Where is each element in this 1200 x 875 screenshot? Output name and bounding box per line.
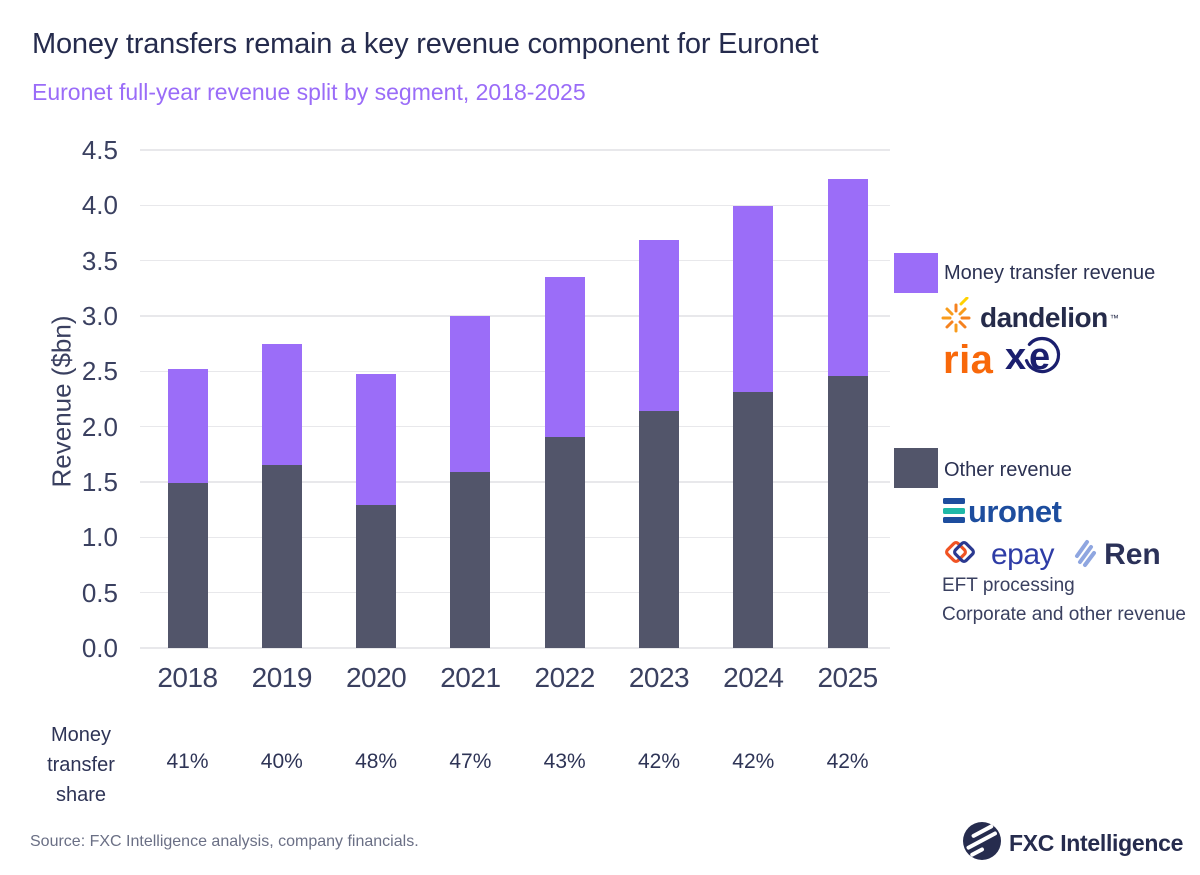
chart-title: Money transfers remain a key revenue com… (32, 28, 819, 60)
xe-circle-swoosh (1025, 336, 1061, 374)
bar-segment-other-2021 (450, 472, 491, 648)
x-tick-label-2020: 2020 (345, 662, 407, 693)
x-tick-label-2018: 2018 (157, 662, 218, 693)
share-value-2025: 42% (826, 750, 869, 773)
x-tick-label-2019: 2019 (251, 662, 313, 693)
xe-logo: x e (1005, 334, 1063, 385)
bar-segment-money-transfer-2022 (544, 277, 585, 437)
y-tick-label: 3.5 (81, 245, 118, 276)
euronet-wordmark: uronet (968, 494, 1062, 529)
share-value-2023: 42% (637, 750, 681, 773)
gridline (140, 481, 890, 483)
y-tick-label: 4.5 (81, 135, 118, 165)
y-tick-label: 2.0 (81, 411, 118, 442)
euronet-logo: uronet (943, 494, 1062, 529)
dandelion-trademark: ™ (1109, 312, 1119, 323)
bar-segment-money-transfer-2024 (733, 206, 774, 393)
share-row-label: Money transfer share (47, 724, 115, 806)
bar-segment-other-2025 (827, 375, 868, 648)
gridline (140, 647, 890, 649)
bar-segment-money-transfer-2018 (167, 369, 208, 484)
legend-label-other: Other revenue (944, 459, 1072, 481)
gridline (140, 425, 890, 428)
share-value-2019: 40% (260, 750, 303, 773)
share-value-2021: 47% (449, 750, 492, 773)
epay-wordmark: epay (991, 537, 1055, 571)
gridline (140, 536, 890, 539)
gridline (140, 149, 890, 151)
x-tick-label-2022: 2022 (534, 662, 596, 693)
share-value-2022: 43% (543, 750, 586, 773)
bar-segment-other-2023 (639, 411, 679, 648)
bar-segment-other-2024 (733, 392, 774, 648)
fxc-globe-icon (963, 822, 1001, 865)
bar-segment-money-transfer-2025 (827, 178, 868, 376)
share-value-2024: 42% (732, 750, 775, 773)
bar-segment-money-transfer-2021 (450, 316, 491, 473)
epay-ren-logos: epay Ren (941, 534, 1161, 575)
legend-swatch-money-transfer (894, 253, 938, 293)
source-note: Source: FXC Intelligence analysis, compa… (30, 833, 419, 850)
gridline (140, 315, 890, 317)
legend-swatch-other (894, 448, 938, 488)
bar-segment-other-2020 (356, 505, 397, 648)
ria-xe-logos: ria x e (943, 334, 1063, 385)
bar-segment-money-transfer-2023 (639, 239, 679, 412)
y-tick-label: 0.5 (81, 577, 118, 608)
bar-segment-money-transfer-2019 (261, 343, 302, 466)
euronet-e-icon (943, 498, 965, 523)
bar-segment-other-2022 (544, 436, 585, 648)
bar-segment-money-transfer-2020 (356, 373, 397, 506)
y-tick-label: 0.0 (81, 633, 118, 663)
dandelion-wordmark: dandelion (980, 301, 1108, 333)
x-tick-label-2024: 2024 (723, 662, 784, 693)
bar-segment-other-2018 (167, 483, 208, 648)
fxc-intelligence-logo: FXC Intelligence (963, 822, 1183, 865)
dandelion-logo: dandelion ™ (941, 296, 1119, 338)
x-tick-label-2025: 2025 (817, 662, 878, 693)
y-tick-label: 2.5 (81, 356, 118, 387)
ren-paperclip-icon (1070, 534, 1100, 575)
legend-label-money-transfer: Money transfer revenue (944, 262, 1156, 284)
gridline (140, 370, 890, 373)
fxc-wordmark: FXC Intelligence (1009, 830, 1184, 856)
bar-segment-other-2019 (261, 465, 302, 648)
x-tick-label-2021: 2021 (440, 662, 501, 693)
epay-diamonds-icon (941, 534, 985, 575)
x-tick-label-2023: 2023 (628, 662, 690, 693)
y-tick-label: 1.0 (81, 522, 118, 553)
share-value-2020: 48% (355, 750, 398, 773)
y-tick-label: 4.0 (81, 190, 118, 221)
ren-wordmark: Ren (1104, 537, 1161, 571)
gridline (140, 259, 890, 262)
share-value-2018: 41% (166, 750, 209, 773)
gridline (140, 591, 890, 594)
svg-text:e: e (1029, 336, 1050, 378)
legend-sub-item-eft: EFT processing (942, 575, 1075, 596)
dandelion-starburst-icon (941, 296, 975, 338)
svg-text:x: x (1005, 336, 1026, 378)
chart-subtitle: Euronet full-year revenue split by segme… (32, 79, 586, 105)
gridline (140, 204, 890, 207)
y-tick-label: 1.5 (81, 467, 118, 497)
legend-sub-item-corporate: Corporate and other revenue (942, 604, 1186, 625)
y-tick-label: 3.0 (81, 301, 118, 331)
ria-logo: ria (943, 337, 994, 382)
